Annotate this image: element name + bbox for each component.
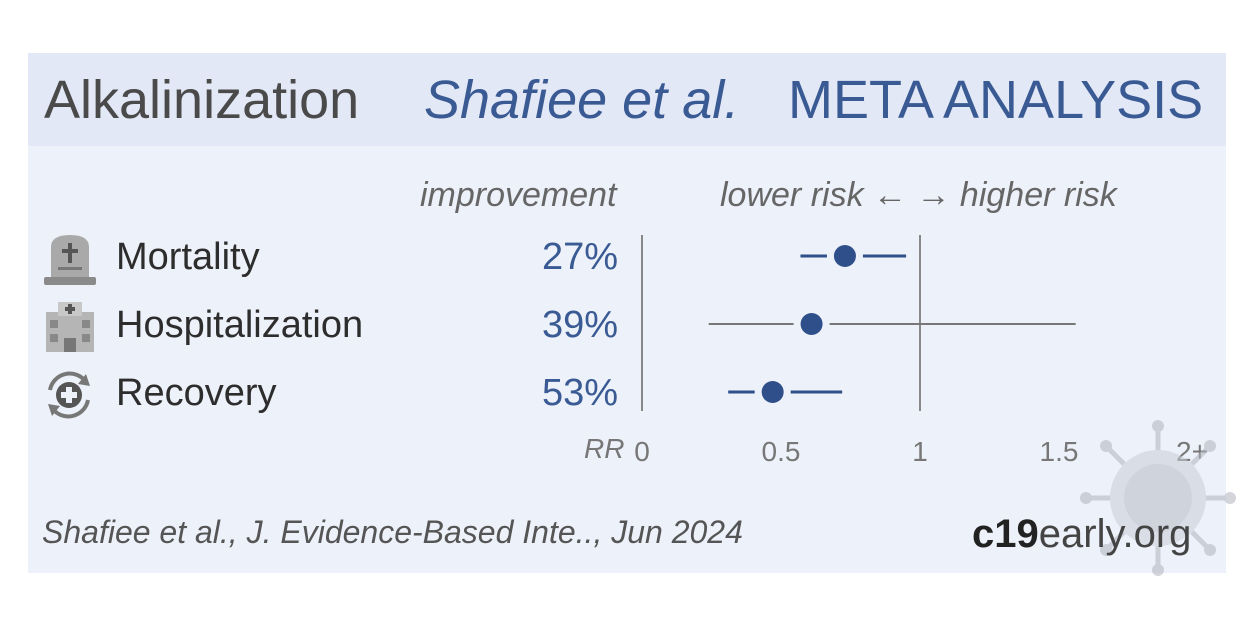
summary-card: Alkalinization Shafiee et al. META ANALY… xyxy=(28,53,1236,576)
improvement-value-recovery: 53% xyxy=(541,372,618,414)
risk-direction-header: lower risk ← → higher risk xyxy=(720,176,1117,214)
tick-label-05: 0.5 xyxy=(762,436,801,467)
brand-bold-text: c19 xyxy=(972,512,1039,556)
improvement-value-hospitalization: 39% xyxy=(541,304,618,346)
improvement-value-mortality: 27% xyxy=(541,236,618,278)
point-hospitalization xyxy=(800,313,823,335)
outcome-label-mortality: Mortality xyxy=(116,236,260,278)
forest-plot: 0 0.5 1 1.5 2+ xyxy=(634,235,1208,467)
header-bar: Alkalinization Shafiee et al. META ANALY… xyxy=(28,53,1226,146)
recovery-icon xyxy=(48,371,90,419)
hospital-icon xyxy=(46,302,94,352)
tick-label-15: 1.5 xyxy=(1040,436,1079,467)
point-recovery xyxy=(761,381,784,403)
treatment-title: Alkalinization xyxy=(44,70,360,130)
brand-regular-text: early.org xyxy=(1038,512,1192,556)
outcome-label-recovery: Recovery xyxy=(116,372,277,414)
outcome-label-hospitalization: Hospitalization xyxy=(116,304,364,346)
rr-axis-label: RR xyxy=(584,433,625,464)
virus-icon xyxy=(1080,420,1236,576)
tick-label-1: 1 xyxy=(912,436,928,467)
point-mortality xyxy=(833,245,856,267)
meta-analysis-title: META ANALYSIS xyxy=(788,70,1204,130)
improvement-column-header: improvement xyxy=(420,176,617,214)
study-title: Shafiee et al. xyxy=(424,70,740,130)
tombstone-icon xyxy=(44,235,96,285)
citation-text: Shafiee et al., J. Evidence-Based Inte..… xyxy=(42,514,743,550)
brand-logo: c19early.org xyxy=(972,511,1191,557)
tick-label-0: 0 xyxy=(634,436,650,467)
